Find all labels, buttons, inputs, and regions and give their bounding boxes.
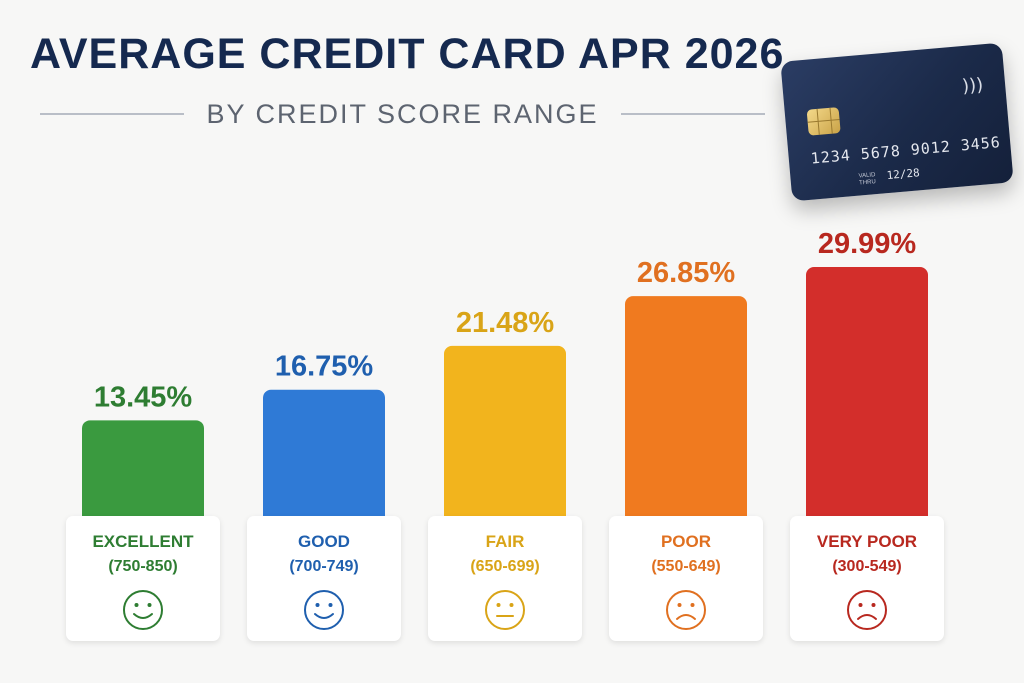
neutral-face-icon: [485, 590, 525, 630]
bar-value-label: 21.48%: [456, 307, 555, 339]
category-label: POOR: [660, 532, 712, 551]
category-label: EXCELLENT: [92, 532, 194, 551]
score-range-label: (300-549): [832, 558, 902, 575]
score-range-label: (750-850): [108, 558, 178, 575]
bar-value-label: 13.45%: [94, 381, 193, 413]
category-tile: GOOD (700-749): [247, 516, 401, 641]
chart-subtitle: BY CREDIT SCORE RANGE: [206, 98, 599, 129]
bar-very-poor: [806, 266, 928, 545]
bar-poor: [625, 296, 747, 545]
category-tile: FAIR (650-699): [428, 516, 582, 641]
category-label: GOOD: [298, 532, 350, 551]
sad-face-icon: [666, 590, 706, 630]
bar-value-label: 29.99%: [818, 228, 917, 260]
category-tile: VERY POOR (300-549): [790, 516, 944, 641]
bar-excellent: [82, 420, 204, 545]
happy-face-icon: [304, 590, 344, 630]
subtitle-rule-right: [620, 113, 766, 115]
subtitle-row: BY CREDIT SCORE RANGE: [40, 94, 766, 134]
category-label: VERY POOR: [816, 532, 918, 551]
score-range-label: (550-649): [651, 558, 721, 575]
category-tile: EXCELLENT (750-850): [66, 516, 220, 641]
score-range-label: (700-749): [289, 558, 359, 575]
bar-value-label: 26.85%: [637, 257, 736, 289]
chart-title: AVERAGE CREDIT CARD APR 2026: [30, 30, 785, 78]
subtitle-rule-left: [40, 113, 185, 115]
score-range-label: (650-699): [470, 558, 540, 575]
sad-face-icon: [847, 590, 887, 630]
category-label: FAIR: [485, 532, 525, 551]
bar-value-label: 16.75%: [275, 351, 374, 383]
bar-good: [263, 389, 385, 545]
bar-fair: [444, 345, 566, 545]
category-tile: POOR (550-649): [609, 516, 763, 641]
happy-face-icon: [123, 590, 163, 630]
